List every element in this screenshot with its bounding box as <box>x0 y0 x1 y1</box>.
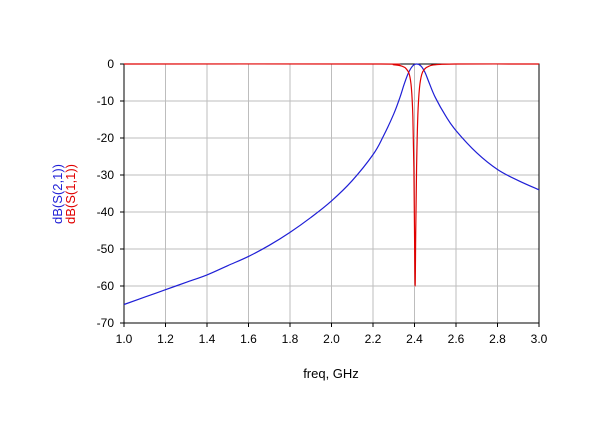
x-tick-labels: 1.0 1.2 1.4 1.6 1.8 2.0 2.2 2.4 2.6 2.8 3.0 <box>116 323 548 346</box>
x-tick-label: 1.2 <box>157 332 174 346</box>
y-tick-label: -40 <box>97 205 115 219</box>
x-tick-label: 3.0 <box>531 332 548 346</box>
x-tick-label: 2.6 <box>448 332 465 346</box>
x-tick-label: 2.8 <box>489 332 506 346</box>
y-tick-label: -20 <box>97 131 115 145</box>
x-tick-label: 2.4 <box>406 332 423 346</box>
y-tick-label: -30 <box>97 168 115 182</box>
x-tick-label: 1.4 <box>199 332 216 346</box>
x-tick-label: 1.6 <box>240 332 257 346</box>
legend-label-s11: dB(S(1,1)) <box>63 164 78 224</box>
x-tick-label: 1.8 <box>282 332 299 346</box>
series-layer <box>123 63 540 306</box>
x-tick-label: 1.0 <box>116 332 133 346</box>
series-line-s21 <box>123 63 540 306</box>
y-tick-label: 0 <box>107 57 114 71</box>
y-tick-label: -50 <box>97 242 115 256</box>
x-axis-title: freq, GHz <box>303 366 359 381</box>
legend: dB(S(2,1))dB(S(1,1)) <box>50 164 78 224</box>
y-tick-labels: 0 -10 -20 -30 -40 -50 -60 -70 <box>97 57 124 330</box>
x-tick-label: 2.0 <box>323 332 340 346</box>
y-tick-label: -70 <box>97 316 115 330</box>
legend-label-s21: dB(S(2,1)) <box>50 164 65 224</box>
x-tick-label: 2.2 <box>365 332 382 346</box>
chart-grid <box>123 63 540 324</box>
series-line-s11 <box>123 63 540 287</box>
y-tick-label: -60 <box>97 279 115 293</box>
y-tick-label: -10 <box>97 94 115 108</box>
